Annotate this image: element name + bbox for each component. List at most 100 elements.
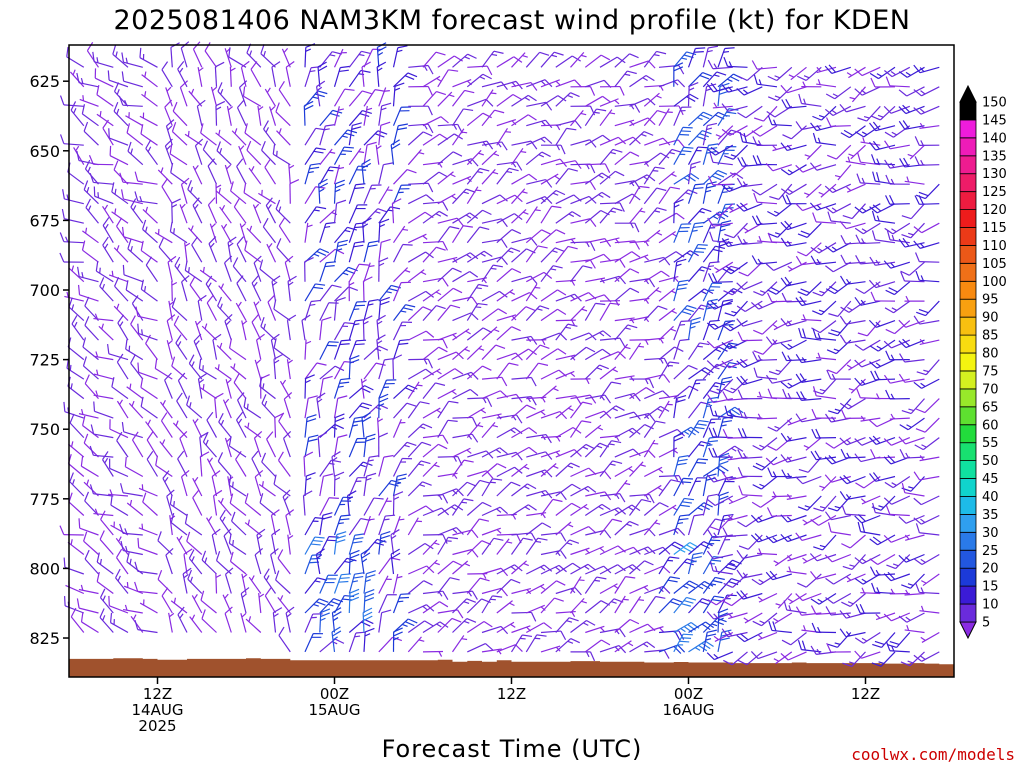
wind-barb [318, 432, 329, 457]
wind-barb [438, 223, 460, 248]
wind-barb [541, 93, 566, 113]
wind-barb [320, 511, 333, 536]
wind-barb [364, 46, 382, 72]
wind-barb [172, 199, 182, 223]
wind-barb [767, 99, 792, 119]
wind-barb [644, 269, 669, 289]
wind-barb [541, 646, 562, 657]
wind-barb [752, 214, 777, 225]
wind-barb [884, 254, 910, 270]
wind-barb [211, 529, 225, 554]
colorbar-box [960, 228, 976, 246]
x-tick-label: 15AUG [309, 701, 361, 719]
colorbar-box [960, 389, 976, 407]
wind-barb [915, 430, 940, 452]
wind-barb [497, 643, 523, 660]
wind-barb [482, 239, 507, 252]
wind-barb [423, 339, 447, 349]
wind-barb [305, 575, 327, 599]
wind-barb [130, 432, 150, 457]
wind-barb [825, 546, 851, 563]
wind-barb [644, 500, 668, 522]
wind-barb [273, 571, 297, 594]
wind-barb [659, 277, 680, 287]
wind-barb [408, 603, 434, 621]
wind-barb [99, 323, 117, 340]
wind-barb [482, 107, 504, 131]
wind-barb [214, 551, 238, 574]
wind-barb [303, 491, 314, 516]
wind-barb [242, 319, 251, 340]
wind-barb [541, 307, 566, 328]
wind-barb [262, 569, 283, 594]
wind-barb [556, 522, 574, 539]
wind-barb [408, 518, 422, 538]
wind-barb [751, 507, 777, 524]
y-tick-label: 675 [29, 211, 60, 230]
wind-barb [216, 413, 238, 437]
wind-barb [270, 105, 281, 126]
wind-barb [723, 429, 747, 439]
wind-barb [176, 451, 195, 476]
wind-barb [408, 578, 432, 600]
colorbar-label: 10 [982, 598, 999, 613]
wind-barb [703, 122, 717, 147]
colorbar-box [960, 550, 976, 568]
wind-barb [79, 409, 100, 418]
wind-barb [467, 72, 491, 94]
wind-barb [768, 621, 793, 632]
wind-barb [630, 622, 656, 640]
wind-barb [600, 563, 625, 582]
wind-barb [615, 641, 634, 656]
wind-barb [914, 79, 939, 98]
wind-barb [93, 314, 113, 321]
wind-barb [408, 304, 432, 327]
wind-barb [916, 295, 939, 319]
wind-barb [674, 433, 683, 457]
wind-barb [541, 595, 564, 619]
wind-barb [752, 177, 777, 198]
wind-barb [423, 369, 443, 384]
wind-barb [227, 105, 236, 126]
wind-barb [362, 62, 373, 87]
wind-barb [915, 253, 939, 263]
colorbar-box [960, 425, 976, 443]
wind-barb [708, 137, 733, 157]
wind-barb [242, 573, 251, 594]
wind-barb [364, 628, 374, 652]
wind-barb [689, 639, 714, 660]
wind-barb [615, 104, 640, 116]
wind-barb [782, 195, 806, 204]
wind-barb [899, 429, 925, 445]
wind-barb [803, 434, 822, 451]
wind-barb [230, 67, 236, 87]
wind-barb [139, 484, 159, 496]
wind-barb [917, 354, 940, 378]
wind-barb [856, 274, 881, 295]
wind-barb [215, 62, 225, 86]
wind-barb [768, 411, 792, 434]
wind-barb [541, 227, 565, 249]
wind-barb [91, 402, 117, 419]
wind-barb [277, 627, 298, 652]
wind-barb [585, 106, 606, 131]
wind-barb [408, 150, 425, 168]
wind-barb [920, 570, 939, 586]
wind-barb [825, 59, 851, 75]
wind-barb [630, 496, 652, 521]
wind-barb [182, 514, 207, 535]
wind-barb [276, 550, 298, 574]
colorbar-label: 30 [982, 526, 999, 541]
wind-barb [689, 417, 709, 442]
wind-barb [112, 208, 131, 224]
wind-barb [394, 419, 406, 439]
wind-barb [497, 212, 522, 231]
wind-barb [467, 346, 485, 363]
wind-barb [718, 318, 735, 344]
wind-barb [376, 144, 384, 164]
wind-barb [840, 98, 866, 113]
wind-barb [394, 44, 408, 69]
wind-barb [124, 123, 148, 145]
y-tick-label: 775 [29, 490, 60, 509]
wind-barb [615, 318, 635, 326]
